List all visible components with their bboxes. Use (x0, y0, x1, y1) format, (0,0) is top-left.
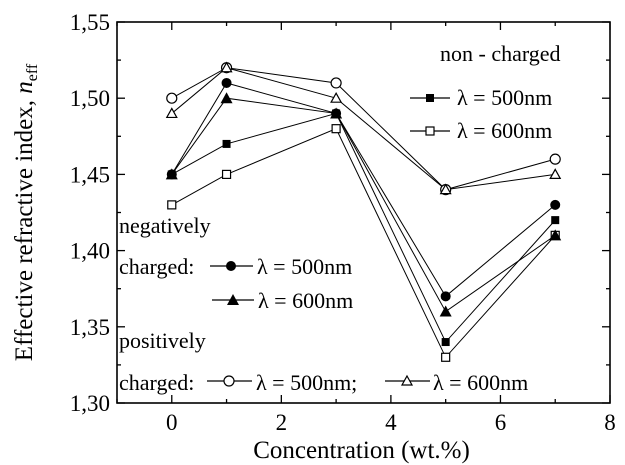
data-point-square-open (441, 352, 451, 362)
series-markers-square-open (167, 124, 560, 362)
data-point-triangle-open (549, 168, 562, 179)
axis-layer: 0 2 4 6 8 1,30 1,35 1,40 1,45 1,50 1,55 Concentrati… (11, 10, 616, 464)
y-tick-label: 1,35 (70, 315, 110, 340)
legend-entry-positively-600: λ = 600nm (385, 370, 528, 395)
legend-entry-non-charged-500: λ = 500nm (410, 85, 552, 110)
data-point-square-filled (441, 338, 450, 347)
y-tick-label: 1,40 (70, 239, 110, 264)
series-markers-triangle-filled (165, 92, 562, 317)
data-point-square-open (331, 124, 341, 134)
data-point-triangle-open (220, 61, 233, 73)
data-point-triangle-open (330, 91, 343, 103)
legend-label-600: λ = 600nm (457, 118, 552, 143)
y-tick-label: 1,45 (70, 162, 110, 187)
legend-swatch-marker-triangle-filled (227, 294, 239, 305)
legend-non-charged-header: non - charged (440, 41, 561, 66)
legend-swatch-marker-square-open (425, 126, 435, 136)
legend-entry-negatively-500: charged: λ = 500nm (119, 254, 352, 279)
data-point-square-open (167, 200, 177, 210)
series-markers-circle-filled (166, 77, 561, 302)
legend-swatch-marker-circle-filled (226, 261, 236, 271)
x-tick-label: 2 (276, 410, 288, 435)
data-point-triangle-filled (330, 107, 343, 119)
data-point-triangle-filled (549, 229, 562, 241)
data-point-square-filled (551, 216, 560, 225)
x-tick-label: 0 (166, 410, 178, 435)
legend-label-500: λ = 500nm; (256, 370, 357, 395)
data-point-square-filled (222, 139, 231, 148)
x-axis-title: Concentration (wt.%) (253, 437, 470, 464)
legend-label-600: λ = 600nm (258, 288, 353, 313)
data-point-circle-filled (440, 291, 451, 302)
legend-swatch-marker-circle-open (223, 375, 235, 387)
legend-label-500: λ = 500nm (257, 254, 352, 279)
data-point-triangle-filled (220, 92, 233, 104)
x-tick-label: 4 (385, 410, 397, 435)
series-layer (165, 61, 562, 362)
data-point-circle-filled (550, 199, 561, 210)
data-point-triangle-open (165, 107, 178, 119)
data-point-circle-open (330, 77, 342, 89)
data-point-square-open (221, 169, 232, 179)
data-point-triangle-filled (439, 305, 452, 317)
data-point-triangle-open (439, 183, 452, 195)
data-point-circle-open (549, 153, 561, 165)
legend: non - charged λ = 500nm λ = 600nm negati… (119, 41, 561, 395)
legend-label-600: λ = 600nm (433, 370, 528, 395)
legend-entry-non-charged-600: λ = 600nm (410, 118, 552, 143)
series-markers-triangle-open (165, 61, 562, 195)
x-tick-label: 8 (604, 410, 616, 435)
y-tick-label: 1,55 (70, 10, 110, 35)
legend-entry-positively-500: charged: λ = 500nm; (119, 370, 357, 395)
y-tick-label: 1,30 (70, 391, 110, 416)
legend-swatch-marker-square-filled (426, 94, 434, 102)
data-point-circle-open (166, 92, 178, 104)
legend-swatch-marker-triangle-open (400, 374, 414, 386)
y-axis-title: Effective refractive index, neff (11, 63, 41, 361)
legend-entry-negatively-600: λ = 600nm (212, 288, 353, 313)
data-point-triangle-filled (165, 168, 178, 180)
legend-label-500: λ = 500nm (457, 85, 552, 110)
data-point-circle-filled (221, 77, 232, 88)
x-tick-label: 6 (495, 410, 507, 435)
legend-negatively-charged-label: charged: (119, 254, 194, 279)
legend-negatively-header: negatively (119, 213, 211, 238)
y-tick-label: 1,50 (70, 86, 110, 111)
legend-positively-charged-label: charged: (119, 370, 194, 395)
legend-positively-header: positively (119, 328, 206, 353)
series-markers-square-filled (167, 109, 560, 347)
